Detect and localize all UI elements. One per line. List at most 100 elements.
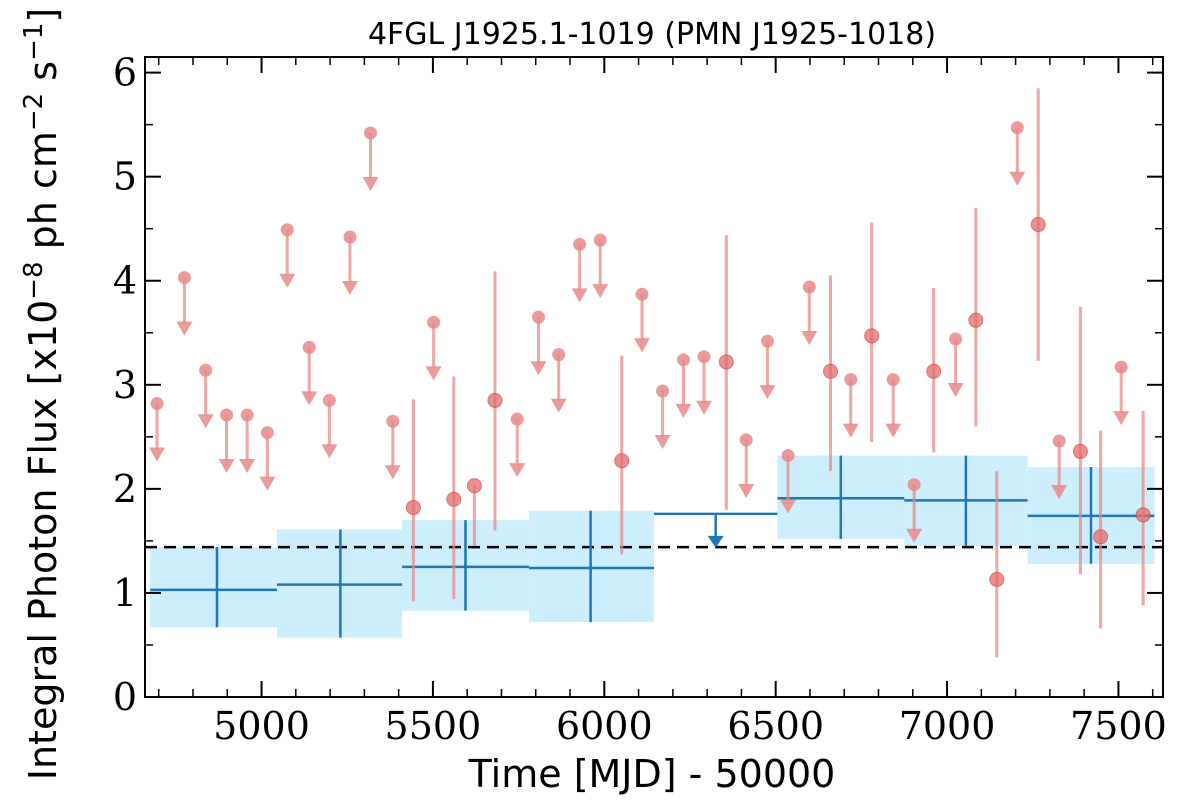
yearly-series: [150, 455, 1155, 638]
x-tick-label: 6000: [556, 704, 653, 748]
monthly-upper-limit-point: [386, 414, 400, 428]
monthly-data-point: [989, 571, 1005, 587]
monthly-data-point: [1072, 443, 1088, 459]
y-tick-label: 2: [113, 467, 137, 511]
monthly-upper-limit-arrow: [675, 403, 692, 418]
monthly-data-point: [1093, 529, 1109, 545]
monthly-upper-limit-arrow: [906, 528, 923, 543]
monthly-upper-limit-arrow: [738, 483, 755, 498]
monthly-upper-limit-point: [220, 408, 234, 422]
monthly-upper-limit-point: [635, 287, 649, 301]
axes: 5000 5500 6000 6500 7000 7500 0 1 2 3 4 5 6: [113, 51, 1167, 748]
monthly-upper-limit-arrow: [530, 361, 547, 376]
monthly-data-point: [718, 354, 734, 370]
monthly-upper-limit-arrow: [1051, 485, 1068, 499]
monthly-upper-limit-arrow: [197, 414, 214, 429]
monthly-upper-limit-arrow: [218, 458, 235, 473]
monthly-upper-limit-point: [427, 315, 441, 329]
monthly-upper-limit-arrow: [759, 385, 776, 400]
monthly-upper-limit-point: [302, 340, 316, 354]
monthly-data-point: [864, 328, 880, 344]
x-axis-label: Time [MJD] - 50000: [468, 752, 836, 796]
monthly-upper-limit-arrow: [801, 330, 818, 345]
monthly-upper-limit-point: [781, 449, 795, 463]
monthly-upper-limit-point: [573, 237, 587, 251]
monthly-upper-limit-arrow: [509, 463, 526, 478]
monthly-upper-limit-arrow: [885, 423, 902, 438]
y-tick-label: 4: [113, 259, 137, 303]
monthly-data-point: [405, 500, 421, 516]
monthly-upper-limit-arrow: [571, 288, 588, 303]
monthly-upper-limit-arrow: [425, 366, 442, 381]
monthly-upper-limit-arrow: [634, 338, 651, 353]
monthly-upper-limit-arrow: [176, 321, 193, 336]
monthly-upper-limit-point: [593, 233, 607, 247]
monthly-upper-limit-point: [676, 353, 690, 367]
monthly-series: [148, 88, 1151, 658]
monthly-upper-limit-arrow: [341, 281, 358, 296]
monthly-upper-limit-arrow: [148, 447, 165, 462]
yearly-error-band: [150, 547, 277, 628]
monthly-upper-limit-point: [1052, 434, 1066, 448]
monthly-upper-limit-arrow: [592, 284, 609, 299]
monthly-upper-limit-point: [1010, 121, 1024, 135]
x-tick-label: 5500: [385, 704, 482, 748]
x-tick-label: 7500: [1070, 704, 1167, 748]
monthly-upper-limit-arrow: [696, 400, 713, 415]
x-tick-label: 5000: [213, 704, 310, 748]
monthly-upper-limit-arrow: [1113, 411, 1130, 426]
monthly-upper-limit-arrow: [259, 476, 276, 491]
monthly-upper-limit-arrow: [947, 383, 964, 398]
plot-frame: [144, 56, 1164, 698]
chart-title: 4FGL J1925.1-1019 (PMN J1925-1018): [368, 17, 936, 52]
monthly-upper-limit-point: [760, 334, 774, 348]
monthly-upper-limit-arrow: [550, 398, 567, 413]
y-tick-label: 6: [113, 51, 137, 95]
monthly-upper-limit-point: [150, 397, 164, 411]
monthly-upper-limit-point: [240, 408, 254, 422]
monthly-data-point: [926, 363, 942, 379]
monthly-upper-limit-arrow: [362, 176, 379, 191]
monthly-upper-limit-arrow: [301, 391, 318, 406]
monthly-upper-limit-point: [552, 348, 566, 362]
monthly-data-point: [466, 478, 482, 494]
monthly-upper-limit-arrow: [321, 444, 338, 459]
monthly-upper-limit-point: [886, 373, 900, 387]
monthly-data-point: [1030, 217, 1046, 233]
y-tick-label: 5: [113, 155, 137, 199]
monthly-upper-limit-arrow: [239, 458, 256, 473]
monthly-upper-limit-point: [199, 363, 213, 377]
monthly-upper-limit-point: [907, 478, 921, 492]
monthly-data-point: [446, 491, 462, 507]
monthly-upper-limit-point: [531, 310, 545, 324]
monthly-upper-limit-arrow: [780, 499, 797, 514]
monthly-upper-limit-arrow: [384, 465, 401, 480]
y-tick-label: 0: [113, 675, 137, 719]
monthly-upper-limit-point: [343, 230, 357, 244]
monthly-data-point: [614, 453, 630, 469]
monthly-upper-limit-arrow: [1009, 171, 1026, 186]
monthly-upper-limit-arrow: [279, 273, 296, 288]
monthly-upper-limit-point: [364, 126, 378, 140]
y-tick-label: 1: [113, 571, 137, 615]
x-tick-label: 6500: [727, 704, 824, 748]
monthly-upper-limit-point: [844, 373, 858, 387]
monthly-upper-limit-point: [322, 393, 336, 407]
y-axis-label: Integral Photon Flux [x10−8 ph cm−2 s−1]: [19, 8, 65, 781]
monthly-data-point: [1135, 507, 1151, 523]
y-tick-label: 3: [113, 363, 137, 407]
monthly-data-point: [823, 363, 839, 379]
monthly-upper-limit-point: [802, 280, 816, 294]
x-tick-label: 7000: [899, 704, 996, 748]
monthly-upper-limit-point: [177, 271, 191, 285]
monthly-upper-limit-point: [656, 384, 670, 398]
yearly-upper-limit-arrow: [707, 535, 724, 548]
monthly-data-point: [968, 312, 984, 328]
monthly-upper-limit-point: [1114, 360, 1128, 374]
monthly-upper-limit-arrow: [842, 423, 859, 438]
monthly-upper-limit-point: [280, 223, 294, 237]
monthly-upper-limit-point: [260, 426, 274, 440]
monthly-upper-limit-point: [697, 350, 711, 364]
monthly-data-point: [487, 392, 503, 408]
